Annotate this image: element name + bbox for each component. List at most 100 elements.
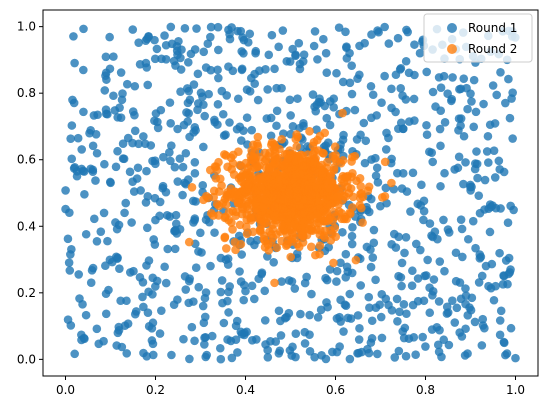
data-point (88, 141, 98, 151)
data-point (213, 65, 222, 75)
data-point (138, 292, 147, 302)
data-point (393, 33, 403, 43)
data-point (474, 191, 484, 200)
x-tick-label: 0.0 (56, 383, 75, 397)
data-point (187, 183, 197, 192)
data-point (411, 239, 421, 249)
data-point (237, 64, 247, 74)
data-point (428, 87, 438, 97)
data-point (198, 181, 208, 190)
data-point (316, 305, 326, 315)
data-point (469, 75, 479, 85)
data-point (199, 100, 208, 110)
data-point (235, 220, 245, 230)
data-point (240, 330, 249, 340)
data-point (479, 99, 488, 109)
data-point (246, 236, 255, 246)
data-point (166, 156, 175, 166)
data-point (79, 24, 88, 34)
data-point (111, 218, 120, 227)
data-point (323, 200, 333, 210)
data-point (303, 150, 313, 159)
data-point (286, 252, 296, 262)
data-point (499, 167, 509, 177)
data-point (320, 128, 330, 138)
data-point (444, 340, 454, 350)
data-point (292, 142, 302, 151)
data-point (136, 186, 145, 195)
data-point (485, 227, 495, 237)
data-point (100, 159, 109, 169)
data-point (117, 342, 127, 352)
data-point (331, 150, 340, 160)
data-point (501, 256, 511, 265)
data-point (277, 135, 287, 144)
data-point (246, 73, 256, 83)
data-point (367, 30, 376, 39)
data-point (194, 247, 203, 256)
data-point (321, 48, 331, 58)
data-point (245, 29, 255, 39)
points-layer (61, 22, 520, 364)
data-point (199, 318, 209, 328)
data-point (270, 156, 279, 165)
data-point (312, 125, 321, 134)
data-point (263, 170, 272, 180)
data-point (330, 207, 339, 217)
data-point (272, 83, 281, 93)
data-point (143, 308, 153, 317)
data-point (176, 65, 186, 74)
data-point (466, 180, 475, 190)
data-point (304, 219, 313, 229)
data-point (163, 244, 172, 254)
data-point (343, 182, 352, 192)
data-point (274, 42, 283, 52)
data-point (495, 316, 505, 325)
data-point (468, 216, 478, 226)
x-tick-label: 0.8 (416, 383, 435, 397)
data-point (452, 303, 462, 313)
data-point (275, 144, 284, 154)
data-point (105, 177, 115, 187)
data-point (222, 192, 232, 201)
data-point (496, 204, 505, 213)
data-point (322, 68, 332, 77)
data-point (237, 162, 247, 172)
data-point (218, 109, 228, 119)
data-point (198, 92, 207, 101)
data-point (217, 86, 227, 96)
data-point (219, 318, 229, 328)
data-point (178, 190, 187, 200)
data-point (443, 89, 452, 99)
data-point (237, 177, 246, 186)
data-point (281, 176, 291, 186)
data-point (69, 98, 79, 108)
data-point (224, 62, 233, 71)
data-point (67, 154, 77, 164)
data-point (310, 102, 319, 112)
data-point (239, 295, 249, 305)
data-point (267, 138, 277, 147)
data-point (166, 119, 175, 128)
data-point (261, 189, 271, 198)
data-point (372, 163, 382, 173)
data-point (228, 225, 237, 234)
data-point (148, 273, 158, 283)
data-point (125, 167, 135, 177)
data-point (270, 278, 279, 288)
data-point (190, 123, 200, 132)
data-point (247, 281, 257, 291)
data-point (287, 228, 297, 238)
data-point (425, 219, 435, 228)
y-tick-label: 0.8 (17, 86, 36, 100)
data-point (66, 134, 75, 143)
data-point (134, 38, 143, 47)
y-tick-label: 0.4 (17, 219, 36, 233)
data-point (144, 32, 153, 42)
data-point (142, 63, 152, 72)
data-point (368, 253, 378, 262)
data-point (116, 296, 125, 306)
data-point (496, 306, 506, 316)
data-point (348, 192, 358, 202)
data-point (257, 181, 266, 191)
